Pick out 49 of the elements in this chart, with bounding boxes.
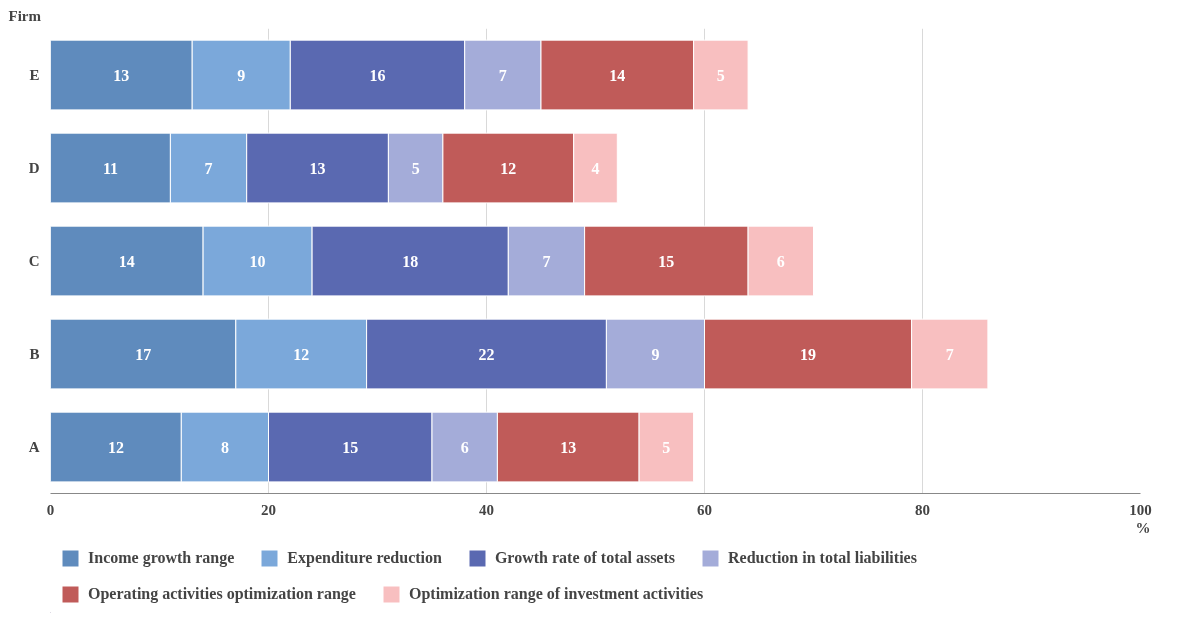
x-tick-label: 0 [46,501,55,518]
y-tick-label: B [29,346,40,362]
data-label: 4 [591,159,600,177]
legend-label: Expenditure reduction [287,548,442,568]
x-tick-label: 60 [697,501,712,518]
data-label: 12 [293,345,310,363]
data-label: 6 [460,438,469,456]
legend-label: Reduction in total liabilities [728,548,917,568]
x-tick-label: 40 [479,501,494,518]
data-label: 12 [500,159,517,177]
data-label: 13 [113,66,130,84]
data-label: 5 [716,66,725,84]
data-label: 5 [411,159,420,177]
data-label: 9 [651,345,660,363]
data-label: 9 [237,66,246,84]
y-tick-label: D [28,160,40,176]
legend-label: Income growth range [88,548,235,568]
x-tick-label: 100 [1129,501,1152,518]
legend-label: Operating activities optimization range [88,584,356,604]
data-label: 5 [662,438,671,456]
x-tick-label: 80 [915,501,930,518]
data-label: 7 [204,159,213,177]
data-label: 7 [945,345,954,363]
y-tick-label: E [29,67,40,83]
x-tick-label: 20 [261,501,276,518]
data-label: 7 [498,66,507,84]
data-label: 12 [107,438,124,456]
data-label: 14 [609,66,626,84]
data-label: 8 [220,438,229,456]
data-label: 13 [309,159,326,177]
data-label: 15 [342,438,359,456]
data-label: 11 [102,159,119,177]
data-label: 19 [800,345,817,363]
data-label: 6 [776,252,785,270]
data-label: 10 [249,252,266,270]
data-label: 22 [478,345,495,363]
legend-label: Growth rate of total assets [494,548,676,568]
y-tick-label: A [28,439,40,455]
data-label: 14 [118,252,135,270]
data-label: 16 [369,66,386,84]
x-axis-title: % [1135,519,1151,536]
y-axis-title: Firm [8,7,42,24]
legend-label: Optimization range of investment activities [408,584,704,604]
data-label: 7 [542,252,551,270]
data-label: 18 [402,252,419,270]
data-label: 17 [135,345,152,363]
y-tick-label: C [28,253,40,269]
data-label: 15 [658,252,675,270]
data-label: 13 [560,438,577,456]
